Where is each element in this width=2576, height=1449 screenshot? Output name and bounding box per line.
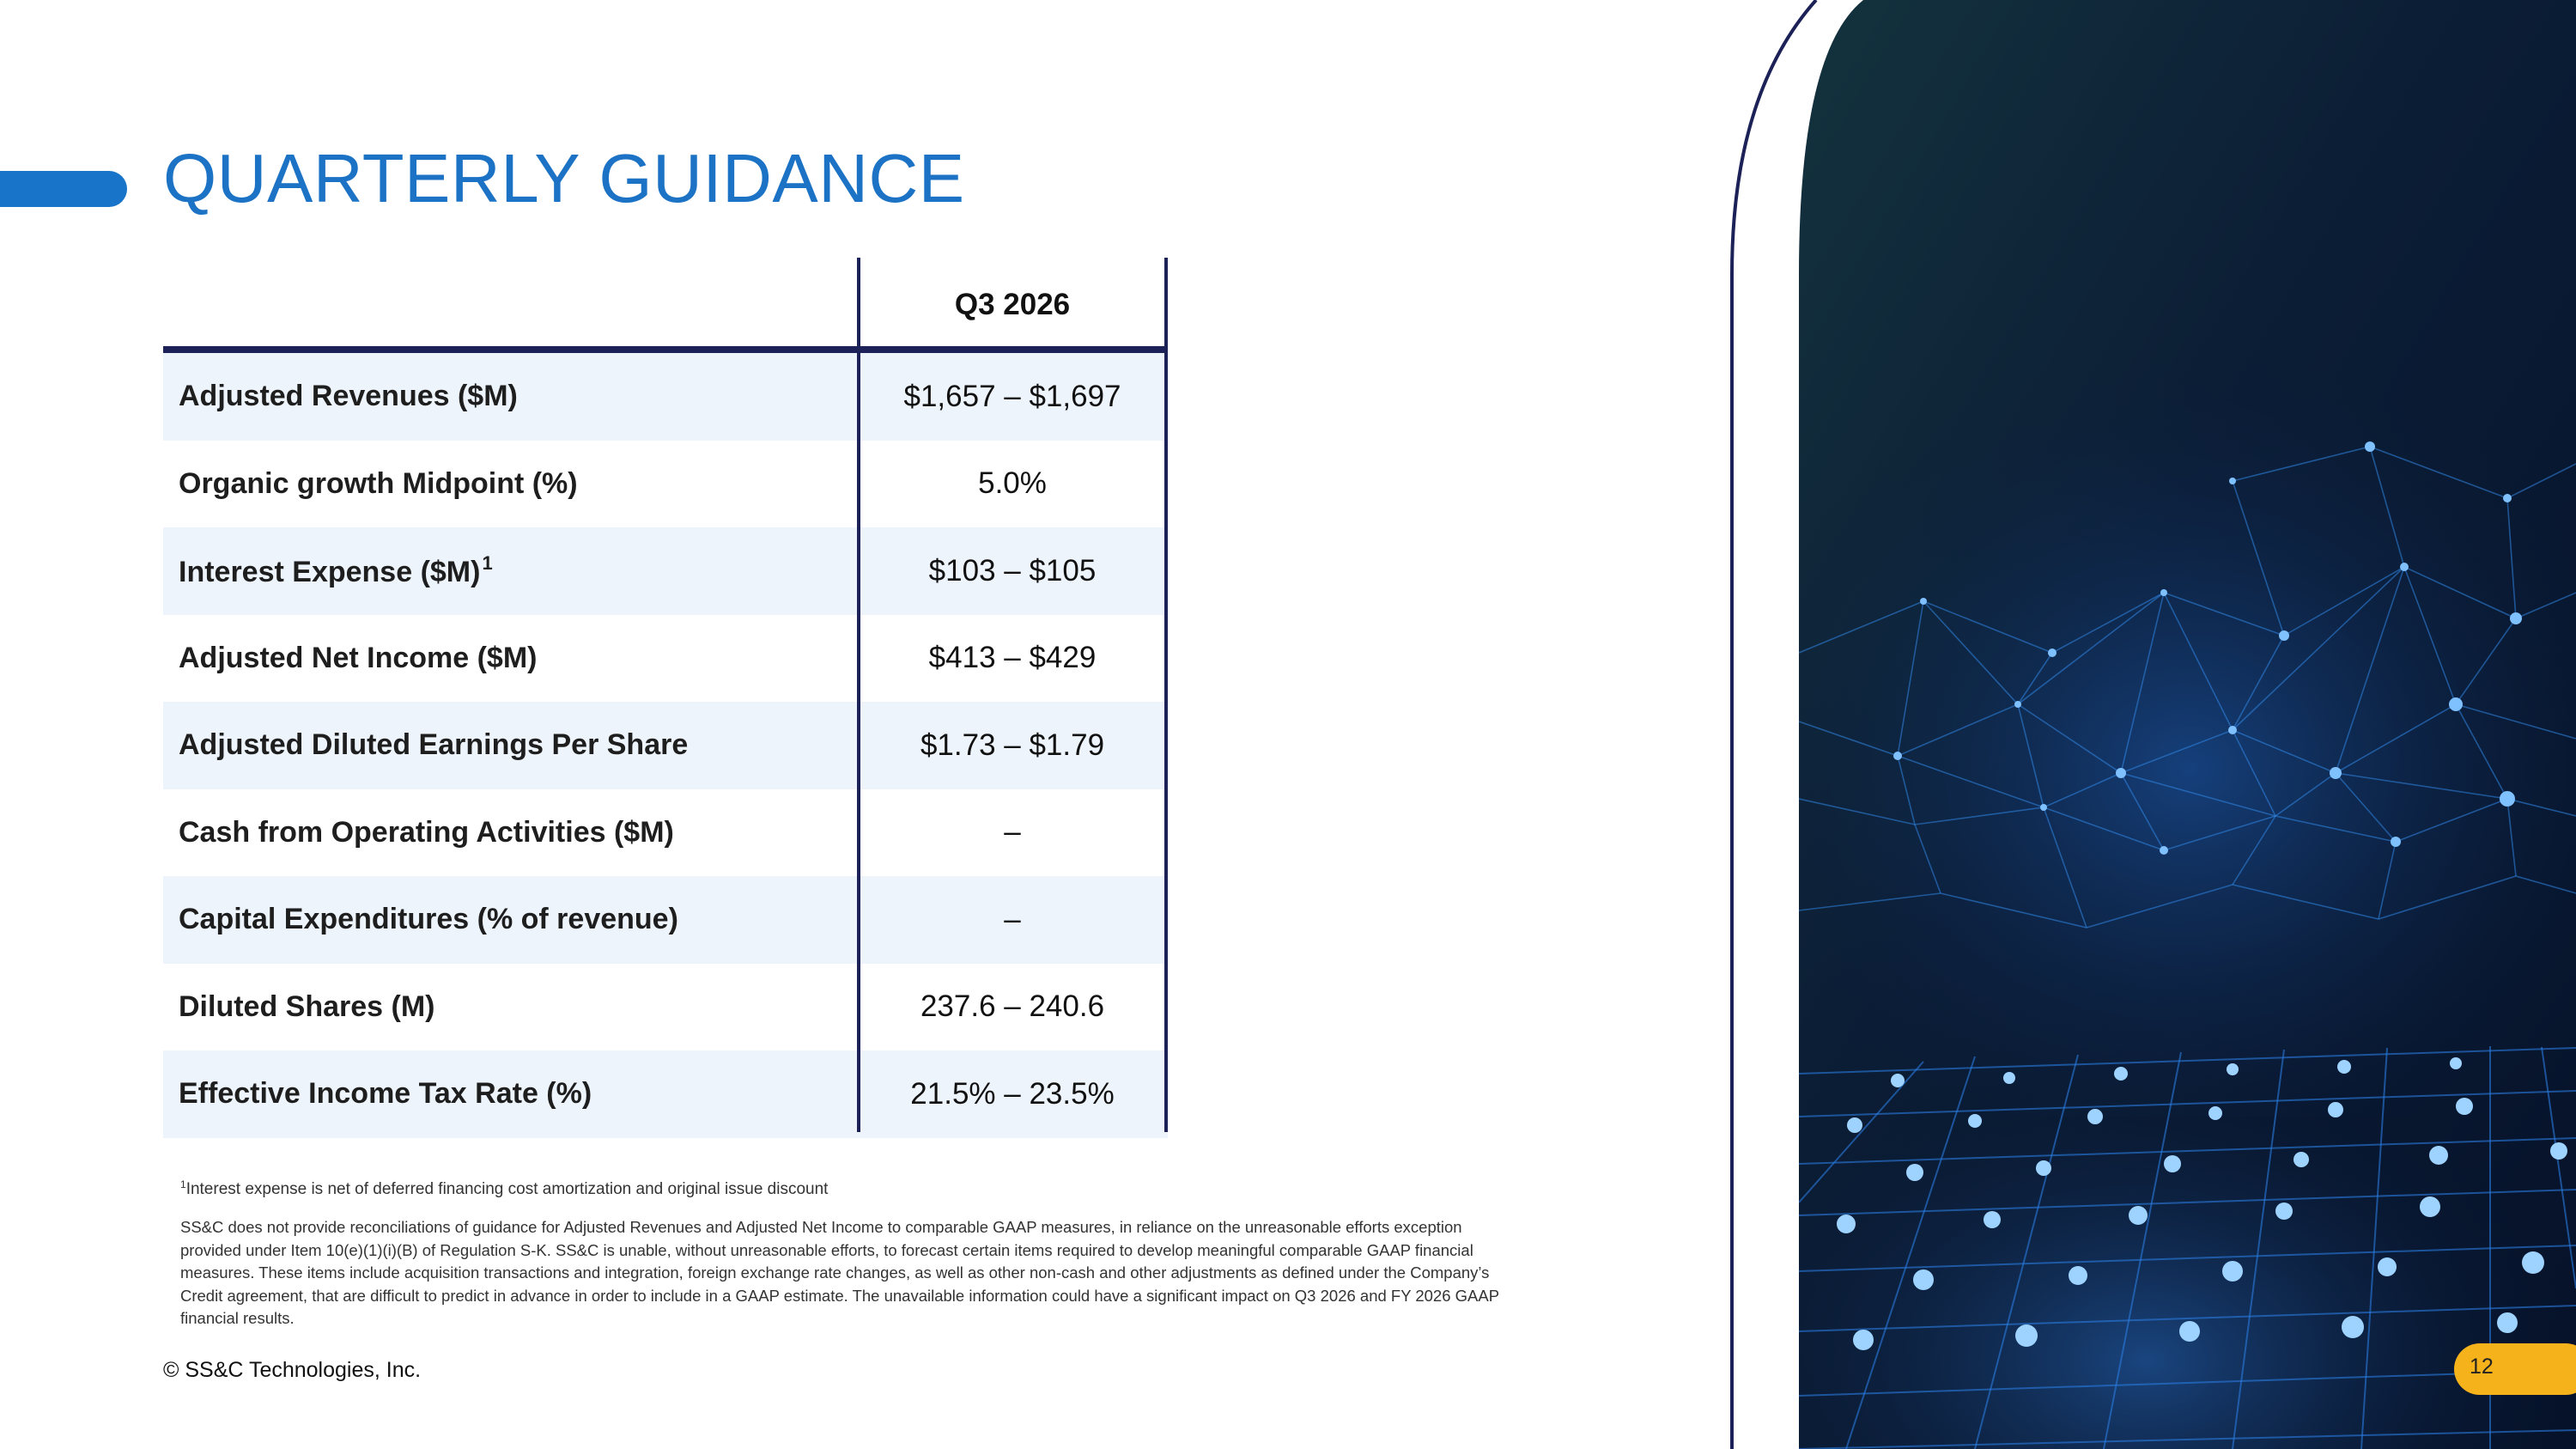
page-number-badge bbox=[2454, 1343, 2576, 1395]
header-blank-cell bbox=[163, 258, 859, 346]
row-label: Capital Expenditures (% of revenue) bbox=[179, 903, 678, 936]
row-value: – bbox=[1004, 902, 1021, 936]
period-header: Q3 2026 bbox=[954, 287, 1071, 321]
table-row: Adjusted Revenues ($M) $1,657 – $1,697 bbox=[163, 353, 1168, 441]
table-row: Effective Income Tax Rate (%) 21.5% – 23… bbox=[163, 1050, 1168, 1138]
table-row: Organic growth Midpoint (%) 5.0% bbox=[163, 441, 1168, 528]
row-label: Interest Expense ($M) bbox=[179, 556, 481, 589]
table-row: Capital Expenditures (% of revenue) – bbox=[163, 876, 1168, 964]
row-label: Adjusted Diluted Earnings Per Share bbox=[179, 728, 689, 762]
table-row: Adjusted Diluted Earnings Per Share $1.7… bbox=[163, 702, 1168, 789]
footnote-marker: 1 bbox=[180, 1178, 186, 1190]
table-row: Cash from Operating Activities ($M) – bbox=[163, 789, 1168, 877]
row-value: $1,657 – $1,697 bbox=[903, 379, 1121, 413]
header-divider bbox=[163, 346, 1168, 353]
guidance-disclaimer: SS&C does not provide reconciliations of… bbox=[180, 1218, 1499, 1327]
table-header-row: Q3 2026 bbox=[163, 258, 1168, 346]
row-label: Adjusted Net Income ($M) bbox=[179, 641, 538, 674]
row-value: – bbox=[1004, 815, 1021, 849]
row-label: Adjusted Revenues ($M) bbox=[179, 380, 518, 413]
arch-outline bbox=[1730, 0, 1818, 1449]
row-value: 21.5% – 23.5% bbox=[910, 1076, 1115, 1111]
guidance-table: Q3 2026 Adjusted Revenues ($M) $1,657 – … bbox=[163, 258, 1168, 1138]
copyright-notice: © SS&C Technologies, Inc. bbox=[163, 1358, 422, 1382]
row-value: 5.0% bbox=[978, 466, 1047, 501]
row-value: $103 – $105 bbox=[928, 553, 1097, 588]
interest-footnote: 1Interest expense is net of deferred fin… bbox=[180, 1178, 828, 1199]
row-value: $1.73 – $1.79 bbox=[920, 728, 1105, 762]
row-value: 237.6 – 240.6 bbox=[920, 989, 1105, 1024]
network-mesh-image bbox=[1730, 0, 2576, 1449]
row-value: $413 – $429 bbox=[928, 641, 1097, 675]
page-number: 12 bbox=[2470, 1355, 2494, 1379]
table-row: Adjusted Net Income ($M) $413 – $429 bbox=[163, 615, 1168, 703]
column-divider-right bbox=[1164, 258, 1168, 1132]
row-label: Cash from Operating Activities ($M) bbox=[179, 815, 674, 849]
column-divider-left bbox=[857, 258, 860, 1132]
title-accent-bar bbox=[0, 171, 127, 207]
row-label: Effective Income Tax Rate (%) bbox=[179, 1077, 592, 1111]
page-title: QUARTERLY GUIDANCE bbox=[163, 140, 965, 216]
row-label: Organic growth Midpoint (%) bbox=[179, 466, 578, 500]
row-label: Diluted Shares (M) bbox=[179, 989, 435, 1023]
table-row: Interest Expense ($M)1 $103 – $105 bbox=[163, 527, 1168, 615]
row-label-with-footnote: Interest Expense ($M)1 bbox=[163, 552, 859, 589]
table-row: Diluted Shares (M) 237.6 – 240.6 bbox=[163, 964, 1168, 1051]
footnote-text: Interest expense is net of deferred fina… bbox=[185, 1180, 829, 1198]
footnote-marker: 1 bbox=[482, 552, 493, 575]
